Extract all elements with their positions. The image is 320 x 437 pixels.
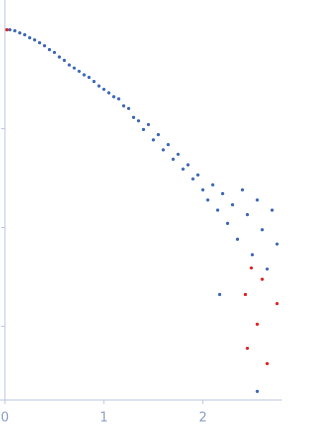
point xyxy=(112,95,116,99)
point xyxy=(52,50,57,55)
point xyxy=(218,292,222,297)
point xyxy=(42,44,47,48)
point xyxy=(225,221,230,226)
point xyxy=(131,115,136,119)
point xyxy=(5,28,9,32)
point xyxy=(151,138,155,142)
point xyxy=(176,152,180,156)
point xyxy=(141,127,146,132)
x-tick-label: 0 xyxy=(1,411,9,426)
point xyxy=(171,157,175,161)
point xyxy=(117,97,121,101)
point xyxy=(275,242,279,246)
point xyxy=(67,63,71,67)
point xyxy=(265,267,269,271)
point xyxy=(250,253,254,257)
point xyxy=(186,163,190,167)
point xyxy=(201,188,205,192)
point xyxy=(146,122,151,127)
point xyxy=(18,31,22,35)
point xyxy=(206,198,210,202)
point xyxy=(249,266,253,270)
point xyxy=(191,177,195,181)
point xyxy=(13,29,17,33)
point xyxy=(87,75,91,79)
point xyxy=(260,277,264,281)
point xyxy=(92,79,96,84)
point xyxy=(77,69,81,73)
point xyxy=(57,55,61,59)
point xyxy=(196,173,200,177)
point xyxy=(270,208,274,212)
point xyxy=(211,183,215,187)
point xyxy=(47,48,52,52)
point xyxy=(72,66,76,70)
point xyxy=(136,119,141,123)
point xyxy=(221,192,225,196)
point xyxy=(97,84,101,88)
point xyxy=(62,58,66,62)
x-tick-label: 2 xyxy=(199,411,207,426)
point xyxy=(28,36,32,40)
point xyxy=(245,346,249,350)
point xyxy=(255,322,259,326)
chart: 0 1 2 xyxy=(0,0,282,426)
point xyxy=(23,33,27,37)
point xyxy=(156,133,160,137)
point xyxy=(216,208,220,212)
x-tick-label: 1 xyxy=(100,411,108,426)
point xyxy=(161,148,165,152)
point xyxy=(275,301,279,306)
point xyxy=(102,87,106,91)
point xyxy=(166,142,170,147)
point xyxy=(240,188,245,192)
point xyxy=(107,91,111,95)
point xyxy=(181,167,185,171)
point xyxy=(33,38,37,42)
point xyxy=(235,237,240,241)
point xyxy=(265,362,269,366)
point xyxy=(255,389,259,393)
point xyxy=(243,292,247,297)
point xyxy=(245,213,249,217)
point xyxy=(127,106,131,111)
point xyxy=(230,203,235,207)
point xyxy=(255,198,259,202)
point xyxy=(260,228,264,232)
point xyxy=(8,28,12,32)
point xyxy=(122,104,126,108)
point xyxy=(82,73,86,77)
point xyxy=(37,41,42,45)
